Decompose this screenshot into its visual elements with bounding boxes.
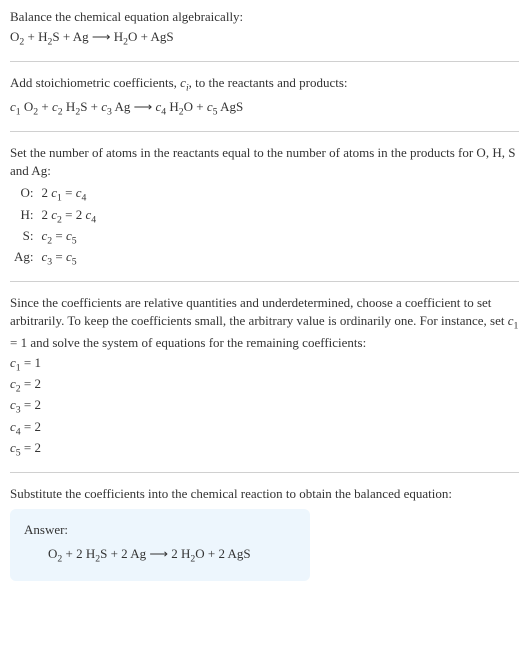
answer-equation: O2 + 2 H2S + 2 Ag ⟶ 2 H2O + 2 AgS [24, 545, 296, 566]
balance-section: Balance the chemical equation algebraica… [10, 8, 519, 49]
atom-label: S: [14, 227, 42, 248]
divider [10, 131, 519, 132]
atom-label: O: [14, 184, 42, 205]
stoich-section: Add stoichiometric coefficients, ci, to … [10, 74, 519, 118]
atom-row: H: 2 c2 = 2 c4 [14, 206, 96, 227]
atom-equation: 2 c2 = 2 c4 [42, 206, 97, 227]
atom-row: S: c2 = c5 [14, 227, 96, 248]
substitute-section: Substitute the coefficients into the che… [10, 485, 519, 503]
coefficients-block: c1 = 1 c2 = 2 c3 = 2 c4 = 2 c5 = 2 [10, 354, 519, 460]
atoms-table: O: 2 c1 = c4 H: 2 c2 = 2 c4 S: c2 = c5 A… [14, 184, 96, 269]
atom-label: Ag: [14, 248, 42, 269]
coef-line: c3 = 2 [10, 396, 519, 417]
divider [10, 472, 519, 473]
atom-label: H: [14, 206, 42, 227]
coef-line: c5 = 2 [10, 439, 519, 460]
coef-line: c1 = 1 [10, 354, 519, 375]
solve-section: Since the coefficients are relative quan… [10, 294, 519, 460]
atom-row: O: 2 c1 = c4 [14, 184, 96, 205]
substitute-intro: Substitute the coefficients into the che… [10, 485, 519, 503]
stoich-equation: c1 O2 + c2 H2S + c3 Ag ⟶ c4 H2O + c5 AgS [10, 98, 519, 119]
atom-row: Ag: c3 = c5 [14, 248, 96, 269]
atom-equation: 2 c1 = c4 [42, 184, 97, 205]
divider [10, 281, 519, 282]
stoich-intro: Add stoichiometric coefficients, ci, to … [10, 74, 519, 95]
answer-box: Answer: O2 + 2 H2S + 2 Ag ⟶ 2 H2O + 2 Ag… [10, 509, 310, 580]
atom-equation: c2 = c5 [42, 227, 97, 248]
atoms-intro: Set the number of atoms in the reactants… [10, 144, 519, 180]
coef-line: c2 = 2 [10, 375, 519, 396]
coef-line: c4 = 2 [10, 418, 519, 439]
balance-intro: Balance the chemical equation algebraica… [10, 8, 519, 26]
balance-equation: O2 + H2S + Ag ⟶ H2O + AgS [10, 28, 519, 49]
divider [10, 61, 519, 62]
answer-label: Answer: [24, 521, 296, 539]
atom-equation: c3 = c5 [42, 248, 97, 269]
atoms-section: Set the number of atoms in the reactants… [10, 144, 519, 269]
solve-intro: Since the coefficients are relative quan… [10, 294, 519, 352]
